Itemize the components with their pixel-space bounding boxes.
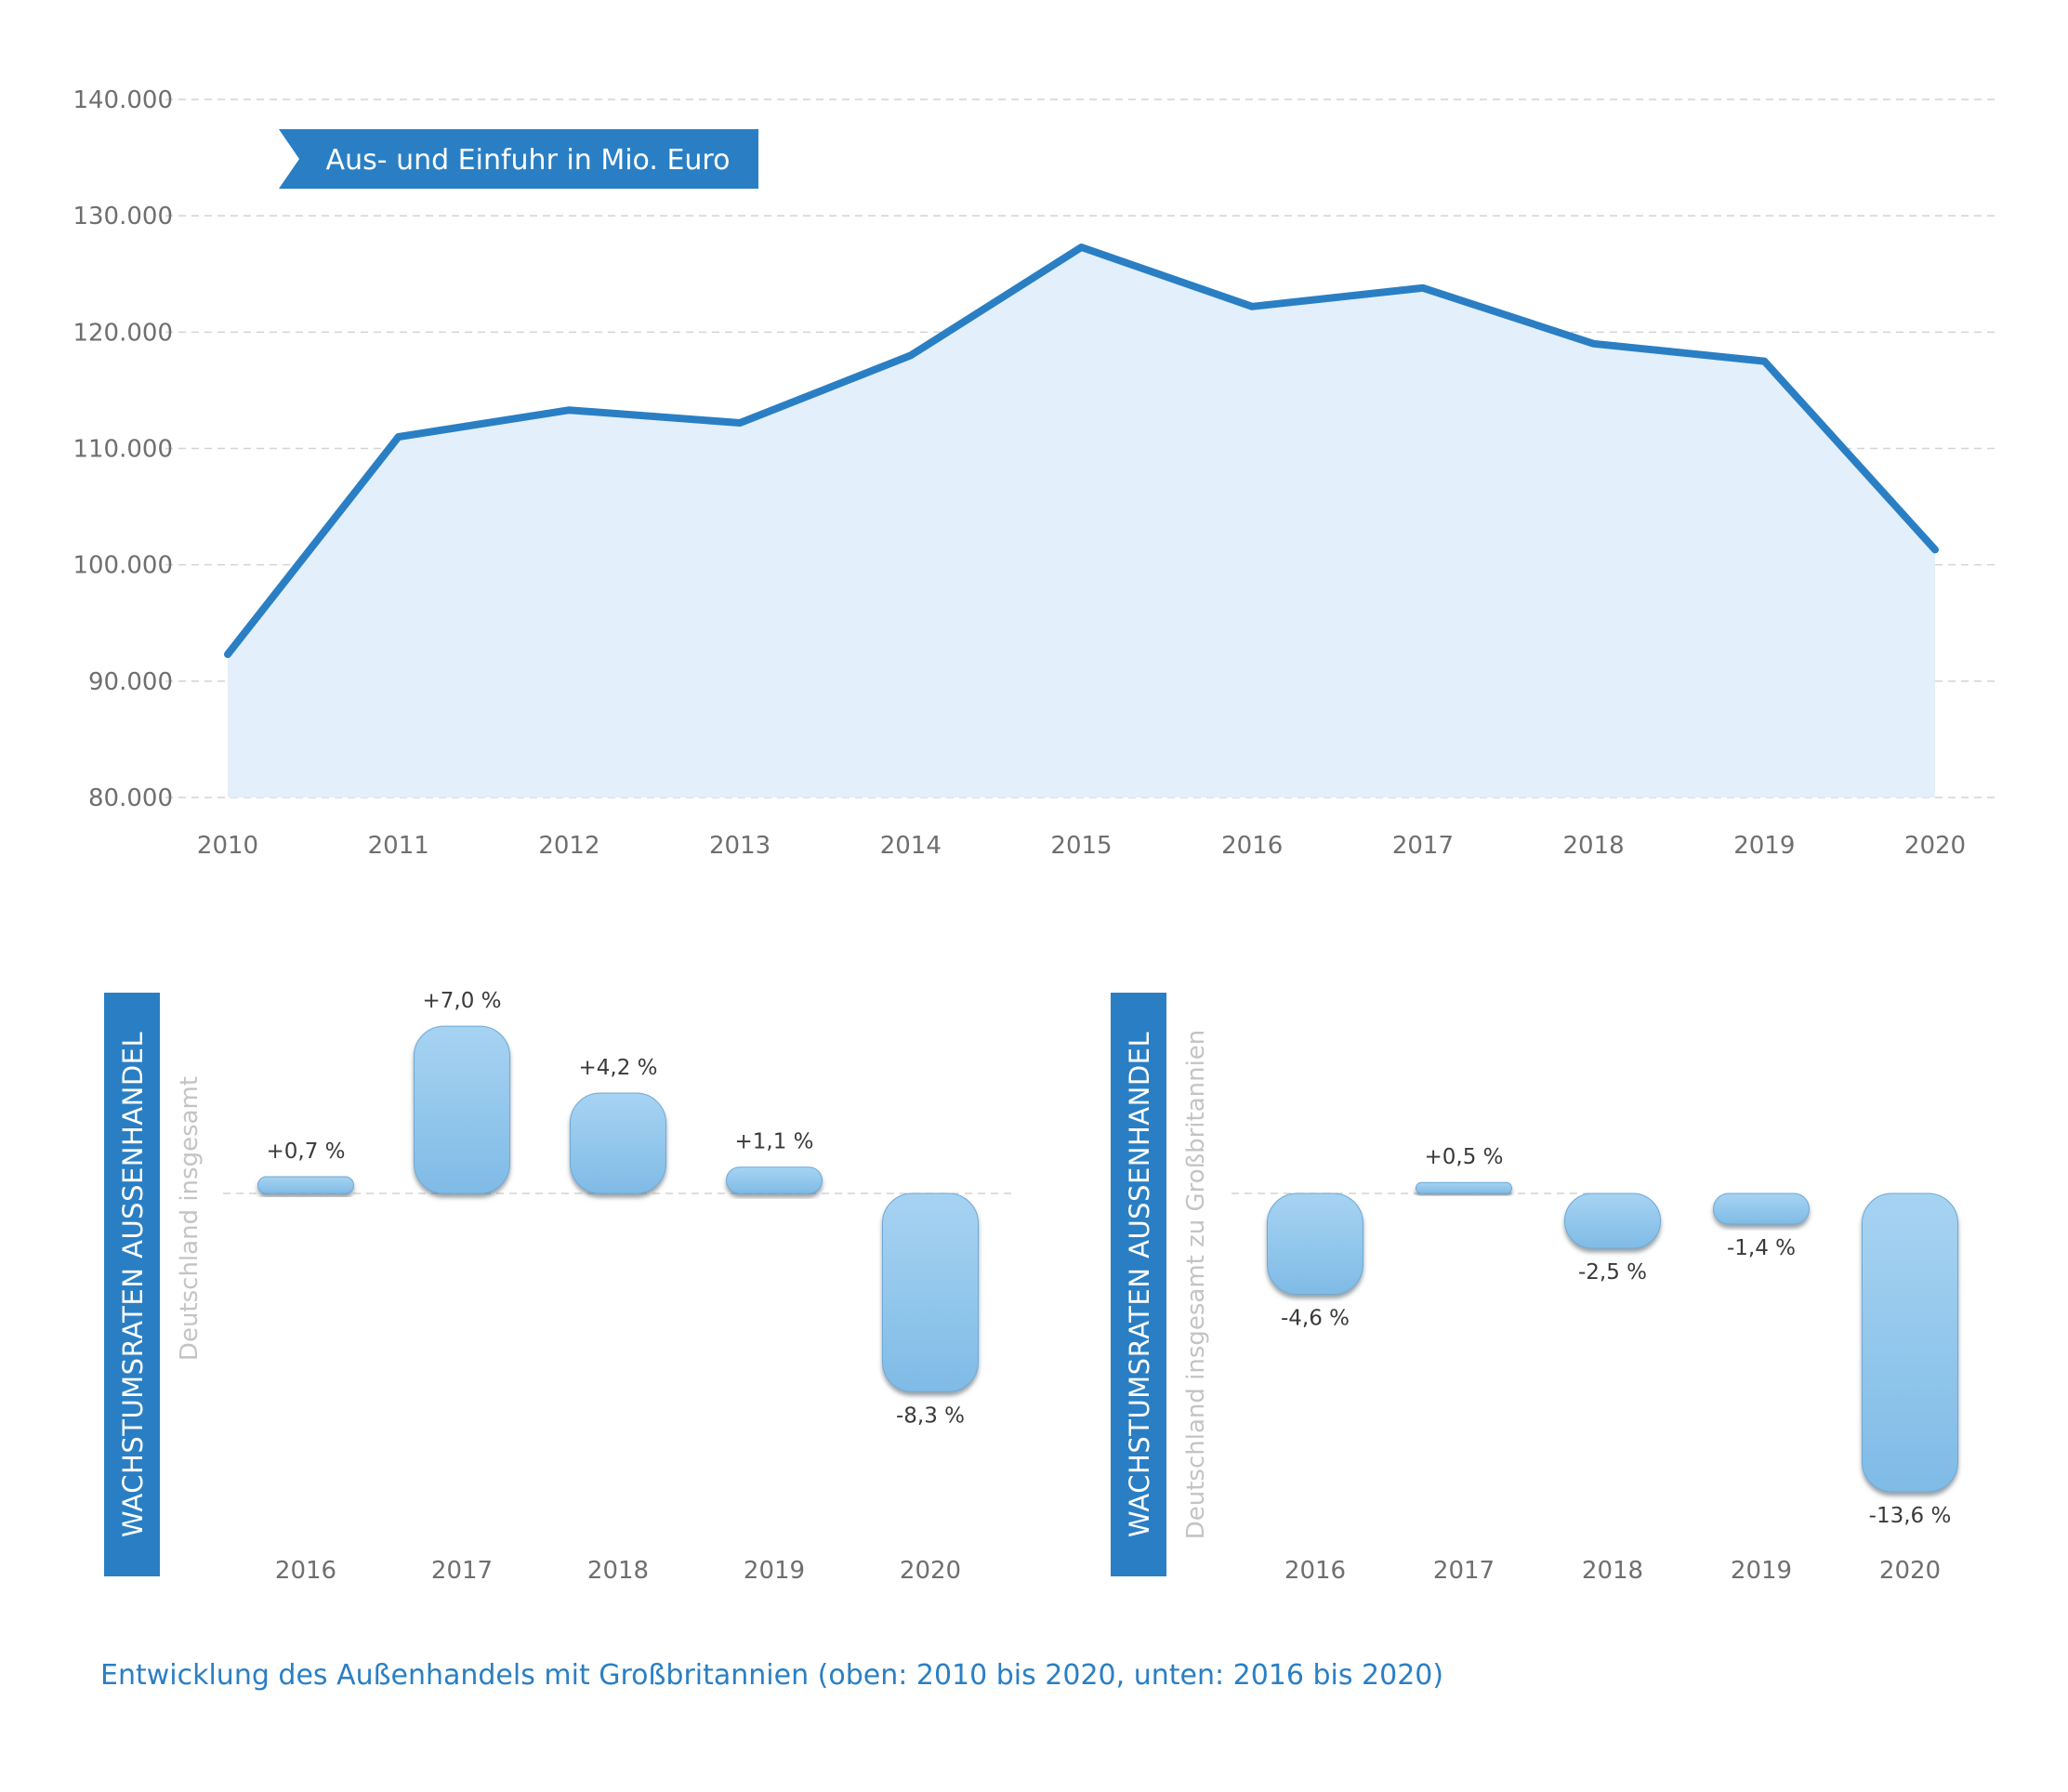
x-tick-label: 2012 bbox=[538, 832, 599, 860]
bar-value-label: -4,6 % bbox=[1281, 1307, 1350, 1331]
legend-tag-shape bbox=[279, 129, 758, 189]
x-tick-label: 2016 bbox=[1284, 1557, 1346, 1585]
trade-volume-area bbox=[228, 247, 1935, 797]
bar-group-germany: +0,7 % 2016 +7,0 % 2017 +4,2 % 2018 +1,1 % 2019… bbox=[223, 989, 1013, 1585]
bar-value-label: +1,1 % bbox=[734, 1130, 813, 1154]
y-tick-label: 80.000 bbox=[88, 784, 173, 812]
growth-rates-germany-chart: WACHSTUMSRATEN AUSSENHANDEL Deutschland … bbox=[104, 989, 1013, 1585]
chart-subtitle: Deutschland insgesamt bbox=[176, 1076, 204, 1361]
bar-value-label: +0,7 % bbox=[266, 1140, 345, 1164]
line-chart-y-axis: 80.000 90.000 100.000 110.000 120.000 130.000… bbox=[72, 86, 173, 812]
x-tick-label: 2020 bbox=[900, 1557, 961, 1585]
bar-group-uk: -4,6 % 2016 +0,5 % 2017 -2,5 % 2018 -1,4 % 2019… bbox=[1232, 1145, 1958, 1585]
x-tick-label: 2016 bbox=[275, 1557, 336, 1585]
y-tick-label: 110.000 bbox=[72, 436, 173, 464]
trade-volume-line-chart: 80.000 90.000 100.000 110.000 120.000 130.000… bbox=[72, 86, 1996, 860]
sidebar-title: WACHSTUMSRATEN AUSSENHANDEL bbox=[117, 1032, 149, 1537]
bar-value-label: -1,4 % bbox=[1727, 1236, 1796, 1260]
x-tick-label: 2014 bbox=[880, 832, 942, 860]
x-tick-label: 2018 bbox=[1582, 1557, 1643, 1585]
y-tick-label: 100.000 bbox=[72, 552, 173, 580]
x-tick-label: 2020 bbox=[1904, 832, 1966, 860]
bar-value-label: -2,5 % bbox=[1578, 1260, 1647, 1285]
x-tick-label: 2018 bbox=[1563, 832, 1625, 860]
x-tick-label: 2019 bbox=[1733, 832, 1795, 860]
figure-caption: Entwicklung des Außenhandels mit Großbri… bbox=[100, 1659, 1443, 1692]
bar bbox=[570, 1092, 666, 1194]
x-tick-label: 2017 bbox=[431, 1557, 493, 1585]
y-tick-label: 130.000 bbox=[72, 203, 173, 231]
bar-value-label: +4,2 % bbox=[578, 1056, 657, 1080]
x-tick-label: 2017 bbox=[1433, 1557, 1495, 1585]
y-tick-label: 140.000 bbox=[72, 86, 173, 114]
line-chart-x-axis: 2010 2011 2012 2013 2014 2015 2016 2017 2018 2019… bbox=[197, 832, 1966, 860]
x-tick-label: 2019 bbox=[1731, 1557, 1792, 1585]
x-tick-label: 2011 bbox=[368, 832, 429, 860]
chart-legend: Aus- und Einfuhr in Mio. Euro bbox=[279, 129, 758, 189]
bar bbox=[1862, 1192, 1958, 1493]
y-tick-label: 90.000 bbox=[88, 668, 173, 696]
x-tick-label: 2013 bbox=[709, 832, 771, 860]
sidebar-banner bbox=[104, 993, 160, 1576]
legend-label: Aus- und Einfuhr in Mio. Euro bbox=[326, 144, 731, 177]
y-tick-label: 120.000 bbox=[72, 319, 173, 347]
x-tick-label: 2016 bbox=[1221, 832, 1283, 860]
x-tick-label: 2018 bbox=[587, 1557, 649, 1585]
bar-value-label: +0,5 % bbox=[1424, 1145, 1503, 1169]
x-tick-label: 2020 bbox=[1879, 1557, 1941, 1585]
x-tick-label: 2019 bbox=[744, 1557, 805, 1585]
chart-subtitle: Deutschland insgesamt zu Großbritannien bbox=[1182, 1030, 1210, 1540]
bar-value-label: +7,0 % bbox=[422, 989, 501, 1013]
bar bbox=[1713, 1192, 1810, 1225]
growth-rates-uk-chart: WACHSTUMSRATEN AUSSENHANDEL Deutschland … bbox=[1111, 993, 1958, 1585]
bar bbox=[1267, 1192, 1363, 1296]
x-tick-label: 2010 bbox=[197, 832, 258, 860]
trade-volume-line bbox=[224, 244, 1939, 658]
bar bbox=[726, 1166, 823, 1194]
bar bbox=[257, 1176, 354, 1194]
sidebar-title: WACHSTUMSRATEN AUSSENHANDEL bbox=[1124, 1032, 1155, 1537]
bar bbox=[1416, 1181, 1512, 1194]
bar bbox=[882, 1192, 979, 1392]
x-tick-label: 2017 bbox=[1392, 832, 1454, 860]
x-tick-label: 2015 bbox=[1050, 832, 1112, 860]
bar-value-label: -8,3 % bbox=[896, 1403, 965, 1428]
bar bbox=[1564, 1192, 1661, 1249]
bar-value-label: -13,6 % bbox=[1869, 1504, 1952, 1528]
sidebar-banner bbox=[1111, 993, 1166, 1576]
bar bbox=[414, 1025, 510, 1194]
